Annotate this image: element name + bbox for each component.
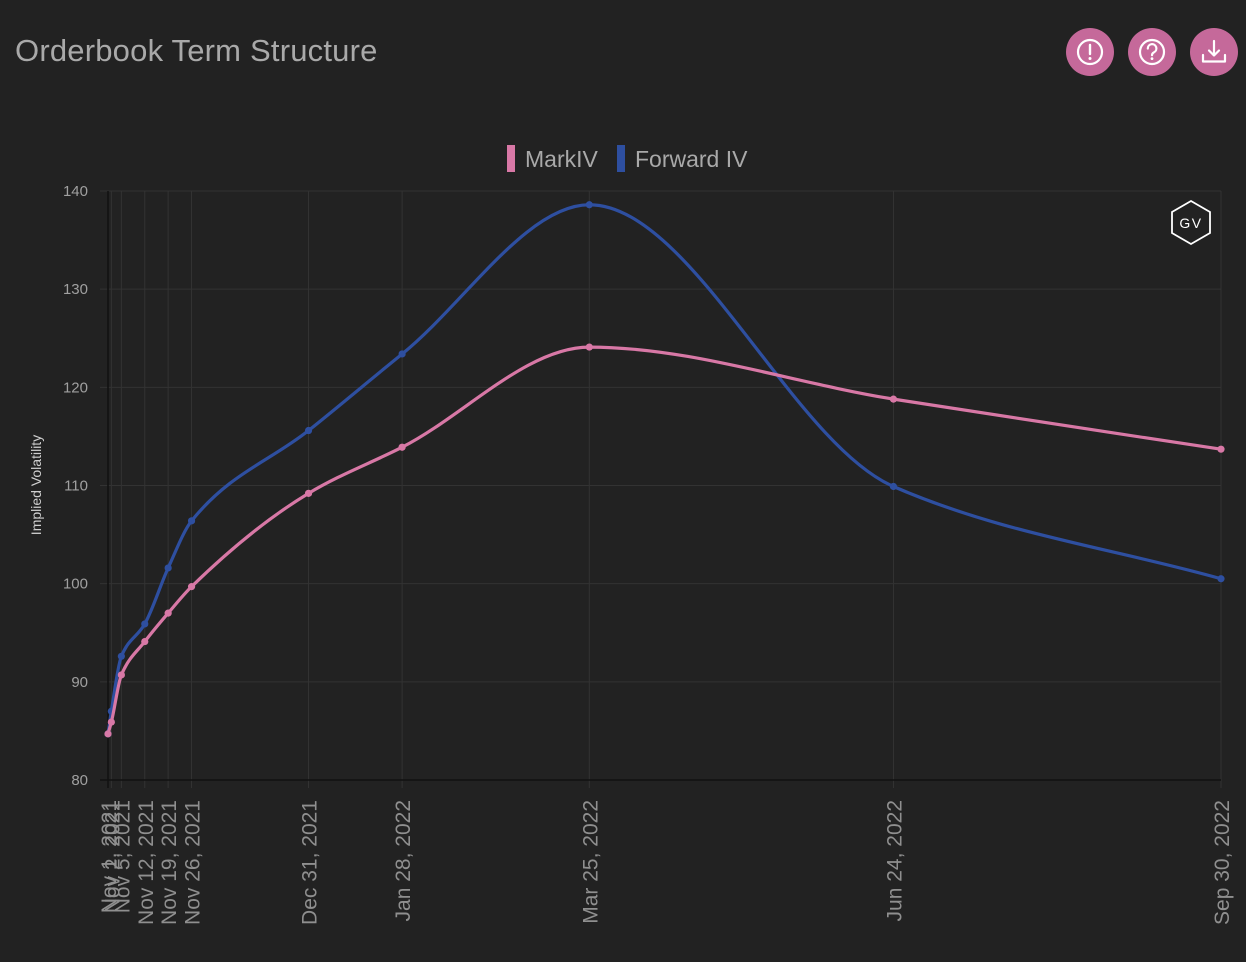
series-forward-iv xyxy=(104,201,1225,738)
download-icon xyxy=(1201,39,1227,63)
y-tick-label: 100 xyxy=(63,576,88,593)
data-point xyxy=(164,564,172,572)
y-axis-label: Implied Volatility xyxy=(28,435,44,535)
y-tick-label: 110 xyxy=(64,478,88,495)
help-icon xyxy=(1138,38,1166,66)
x-tick-label: Nov 2, 2021 xyxy=(101,800,124,913)
x-tick-label: Jun 24, 2022 xyxy=(883,800,906,921)
data-point xyxy=(187,517,196,525)
y-tick-label: 90 xyxy=(71,674,88,691)
data-point xyxy=(889,395,898,403)
data-point xyxy=(164,609,172,617)
grid xyxy=(100,190,1222,788)
x-tick-label: Nov 12, 2021 xyxy=(135,800,158,925)
alert-icon xyxy=(1076,38,1104,66)
data-point xyxy=(141,620,149,628)
legend-label: MarkIV xyxy=(525,146,599,172)
data-point xyxy=(141,637,149,646)
series-markiv xyxy=(104,343,1225,738)
legend-label: Forward IV xyxy=(635,146,748,172)
watermark-text: GV xyxy=(1179,215,1202,231)
x-tick-label: Dec 31, 2021 xyxy=(299,800,322,925)
x-tick-label: Sep 30, 2022 xyxy=(1211,800,1234,925)
y-tick-label: 140 xyxy=(63,183,88,200)
y-tick-label: 120 xyxy=(63,379,88,396)
data-point xyxy=(398,350,406,358)
legend-item-forward-iv[interactable]: Forward IV xyxy=(617,145,748,172)
data-point xyxy=(889,482,898,491)
data-point xyxy=(304,426,313,435)
data-point xyxy=(117,652,125,660)
x-tick-label: Nov 1, 2021 xyxy=(98,800,121,913)
series-line xyxy=(106,345,1223,736)
data-point xyxy=(117,671,125,679)
x-tick-label: Jan 28, 2022 xyxy=(392,800,415,921)
legend-swatch xyxy=(507,145,515,172)
help-button[interactable] xyxy=(1128,28,1176,76)
data-point xyxy=(585,201,593,209)
data-point xyxy=(104,730,112,738)
page-title: Orderbook Term Structure xyxy=(15,33,378,68)
data-point xyxy=(1217,575,1225,583)
download-button[interactable] xyxy=(1190,28,1238,76)
data-point xyxy=(398,443,406,451)
x-tick-label: Mar 25, 2022 xyxy=(579,800,602,924)
alert-button[interactable] xyxy=(1066,28,1114,76)
y-tick-label: 130 xyxy=(63,281,88,298)
data-point xyxy=(1217,445,1225,453)
legend-swatch xyxy=(617,145,625,172)
series xyxy=(104,201,1225,738)
data-point xyxy=(585,343,593,351)
series-line xyxy=(106,203,1223,736)
y-tick-label: 80 xyxy=(71,772,88,789)
data-point xyxy=(107,718,115,726)
data-point xyxy=(187,583,196,591)
data-point xyxy=(304,489,313,497)
legend[interactable]: MarkIV Forward IV xyxy=(507,145,748,172)
watermark-logo: GV xyxy=(1171,199,1211,246)
x-tick-label: Nov 5, 2021 xyxy=(111,800,134,913)
x-tick-label: Nov 19, 2021 xyxy=(158,800,181,925)
legend-item-markiv[interactable]: MarkIV xyxy=(507,145,599,172)
x-tick-label: Nov 26, 2021 xyxy=(182,800,205,925)
